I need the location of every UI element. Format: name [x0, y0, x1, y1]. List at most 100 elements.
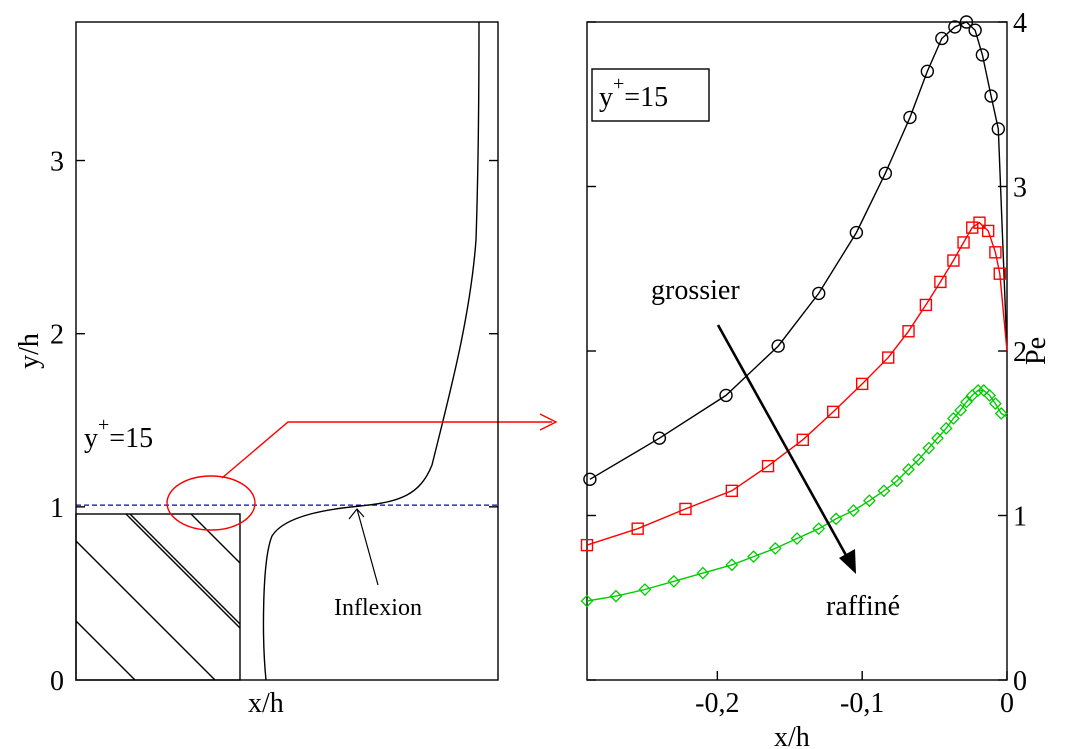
left-y-tick-label: 2: [50, 320, 64, 351]
legend-value: =15: [624, 82, 668, 113]
series-2-point: [934, 275, 947, 289]
series-line-1: [589, 21, 1008, 480]
legend-y: y: [599, 82, 613, 113]
legend-label: y+=15: [599, 73, 668, 113]
series-2-point: [882, 351, 895, 364]
series-3-point: [829, 512, 843, 526]
inflexion-label: Inflexion: [334, 595, 422, 621]
series-2-point: [989, 246, 1002, 259]
series-2-point: [957, 236, 970, 249]
right-y-tick-label: 0: [1013, 666, 1027, 697]
left-yplus-sup: +: [98, 414, 109, 436]
series-1-point: [652, 431, 667, 445]
right-y-tick-label: 3: [1013, 173, 1027, 204]
right-axis-ticks: -0,2 -0,1 00 1 2 3 4: [587, 8, 1027, 719]
series-1-point: [583, 472, 597, 487]
series-3-point: [609, 589, 623, 603]
series-2-point: [919, 298, 933, 312]
left-plot-frame: [75, 21, 499, 681]
trend-arrow-head: [839, 549, 856, 574]
right-panel: -0,2 -0,1 00 1 2 3 4 y+=15 grossier raffiné x/…: [580, 8, 1052, 749]
right-x-tick-label: -0,2: [695, 688, 739, 719]
series-3-point: [747, 550, 760, 564]
series-3-point: [994, 407, 1008, 420]
series-3-point: [790, 532, 804, 545]
series-3-point: [580, 594, 594, 608]
series-3-point: [922, 441, 936, 455]
series-2-point: [631, 522, 644, 535]
series-1-point: [984, 89, 998, 103]
series-line-2: [586, 221, 1008, 546]
series-2-point: [827, 405, 840, 419]
highlight-arrow-head: [539, 413, 558, 431]
left-y-ticks: 0 1 2 3: [50, 147, 498, 697]
series-2-point: [973, 216, 986, 229]
trend-arrow-line: [716, 324, 854, 567]
series-2-point: [855, 377, 869, 391]
series-2-point: [947, 254, 960, 267]
inflexion-arrow-line: [356, 508, 379, 586]
series-3-point: [862, 494, 876, 508]
obstacle-hatching: [76, 514, 240, 680]
left-y-tick-label: 0: [50, 666, 64, 697]
annotation-raffine: raffiné: [826, 591, 900, 622]
series-1-point: [991, 122, 1006, 136]
series-3-point: [877, 484, 891, 498]
left-y-tick-label: 3: [50, 147, 64, 178]
series-1-point: [948, 20, 962, 34]
series-3-point: [946, 412, 960, 425]
series-3-point: [812, 522, 826, 536]
series-1-point: [968, 23, 982, 37]
series-1-point: [920, 64, 935, 79]
series-3-point: [988, 397, 1002, 411]
highlight-ellipse: [166, 475, 256, 531]
series-3-point: [725, 558, 739, 572]
legend-box: [591, 68, 710, 122]
series-2-point: [761, 459, 775, 473]
left-yplus-label: y+=15: [84, 414, 153, 454]
series-1-point: [975, 48, 990, 62]
right-y-tick-label: 1: [1013, 502, 1027, 533]
series-3-point: [768, 541, 782, 555]
series-1-point: [849, 225, 864, 240]
inflexion-arrow-head: [348, 508, 365, 520]
series-3-point: [960, 395, 973, 409]
left-y-axis-label: y/h: [14, 333, 45, 369]
profile-curve: [262, 21, 480, 681]
left-panel: Inflexion y+=15 0 1 2 3 x/h y/h: [14, 21, 558, 719]
series-layer: [580, 15, 1008, 608]
series-2-point: [580, 538, 594, 552]
annotation-grossier: grossier: [651, 275, 740, 306]
series-3-point: [912, 453, 926, 466]
right-y-tick-label: 2: [1013, 337, 1027, 368]
right-x-axis-label: x/h: [774, 722, 810, 749]
series-1-point: [771, 339, 785, 353]
left-yplus-y: y: [84, 423, 98, 454]
series-3-point: [667, 574, 681, 588]
series-1-point: [719, 388, 733, 403]
series-3-point: [696, 566, 710, 580]
series-2-point: [981, 224, 995, 238]
legend-sup: +: [613, 73, 624, 95]
series-1-point: [959, 15, 974, 29]
right-x-tick-label: -0,1: [840, 688, 884, 719]
series-1-point: [903, 110, 917, 125]
left-x-axis-label: x/h: [248, 688, 284, 719]
left-y-tick-label: 1: [50, 493, 64, 524]
series-line-3: [586, 389, 1008, 602]
left-yplus-value: =15: [109, 423, 153, 454]
series-1-point: [878, 166, 893, 181]
series-2-point: [796, 433, 809, 447]
series-3-point: [847, 504, 860, 517]
series-2-point: [679, 502, 692, 516]
series-1-point: [812, 286, 826, 301]
series-3-point: [983, 388, 997, 402]
series-2-point: [902, 325, 915, 338]
series-3-point: [939, 421, 953, 435]
highlight-arrow-line: [221, 421, 552, 479]
series-3-point: [954, 403, 968, 417]
series-1-point: [935, 31, 949, 46]
series-2-point: [993, 267, 1006, 280]
series-3-point: [971, 384, 985, 397]
